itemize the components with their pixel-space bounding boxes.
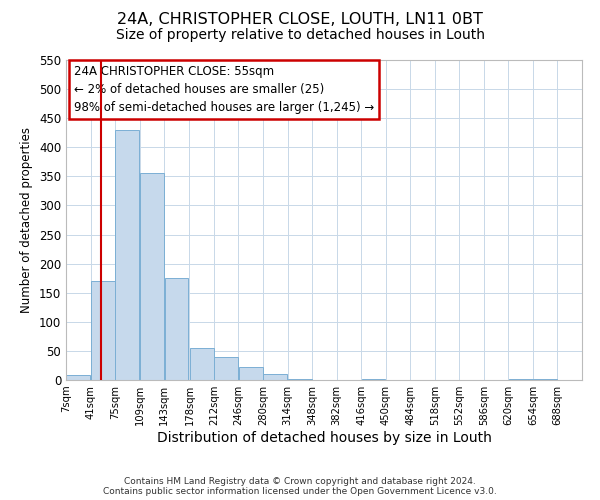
Bar [164,278,188,380]
Bar [115,130,139,380]
Text: 24A, CHRISTOPHER CLOSE, LOUTH, LN11 0BT: 24A, CHRISTOPHER CLOSE, LOUTH, LN11 0BT [117,12,483,28]
Bar [239,367,263,380]
Text: Contains HM Land Registry data © Crown copyright and database right 2024.
Contai: Contains HM Land Registry data © Crown c… [103,476,497,496]
Bar [67,376,90,380]
Bar [190,348,214,380]
Text: Size of property relative to detached houses in Louth: Size of property relative to detached ho… [115,28,485,42]
Bar [91,281,115,380]
Bar [288,379,312,380]
Bar [140,174,164,380]
Bar [214,356,238,380]
Text: 24A CHRISTOPHER CLOSE: 55sqm
← 2% of detached houses are smaller (25)
98% of sem: 24A CHRISTOPHER CLOSE: 55sqm ← 2% of det… [74,65,374,114]
Y-axis label: Number of detached properties: Number of detached properties [20,127,34,313]
X-axis label: Distribution of detached houses by size in Louth: Distribution of detached houses by size … [157,431,491,445]
Bar [263,374,287,380]
